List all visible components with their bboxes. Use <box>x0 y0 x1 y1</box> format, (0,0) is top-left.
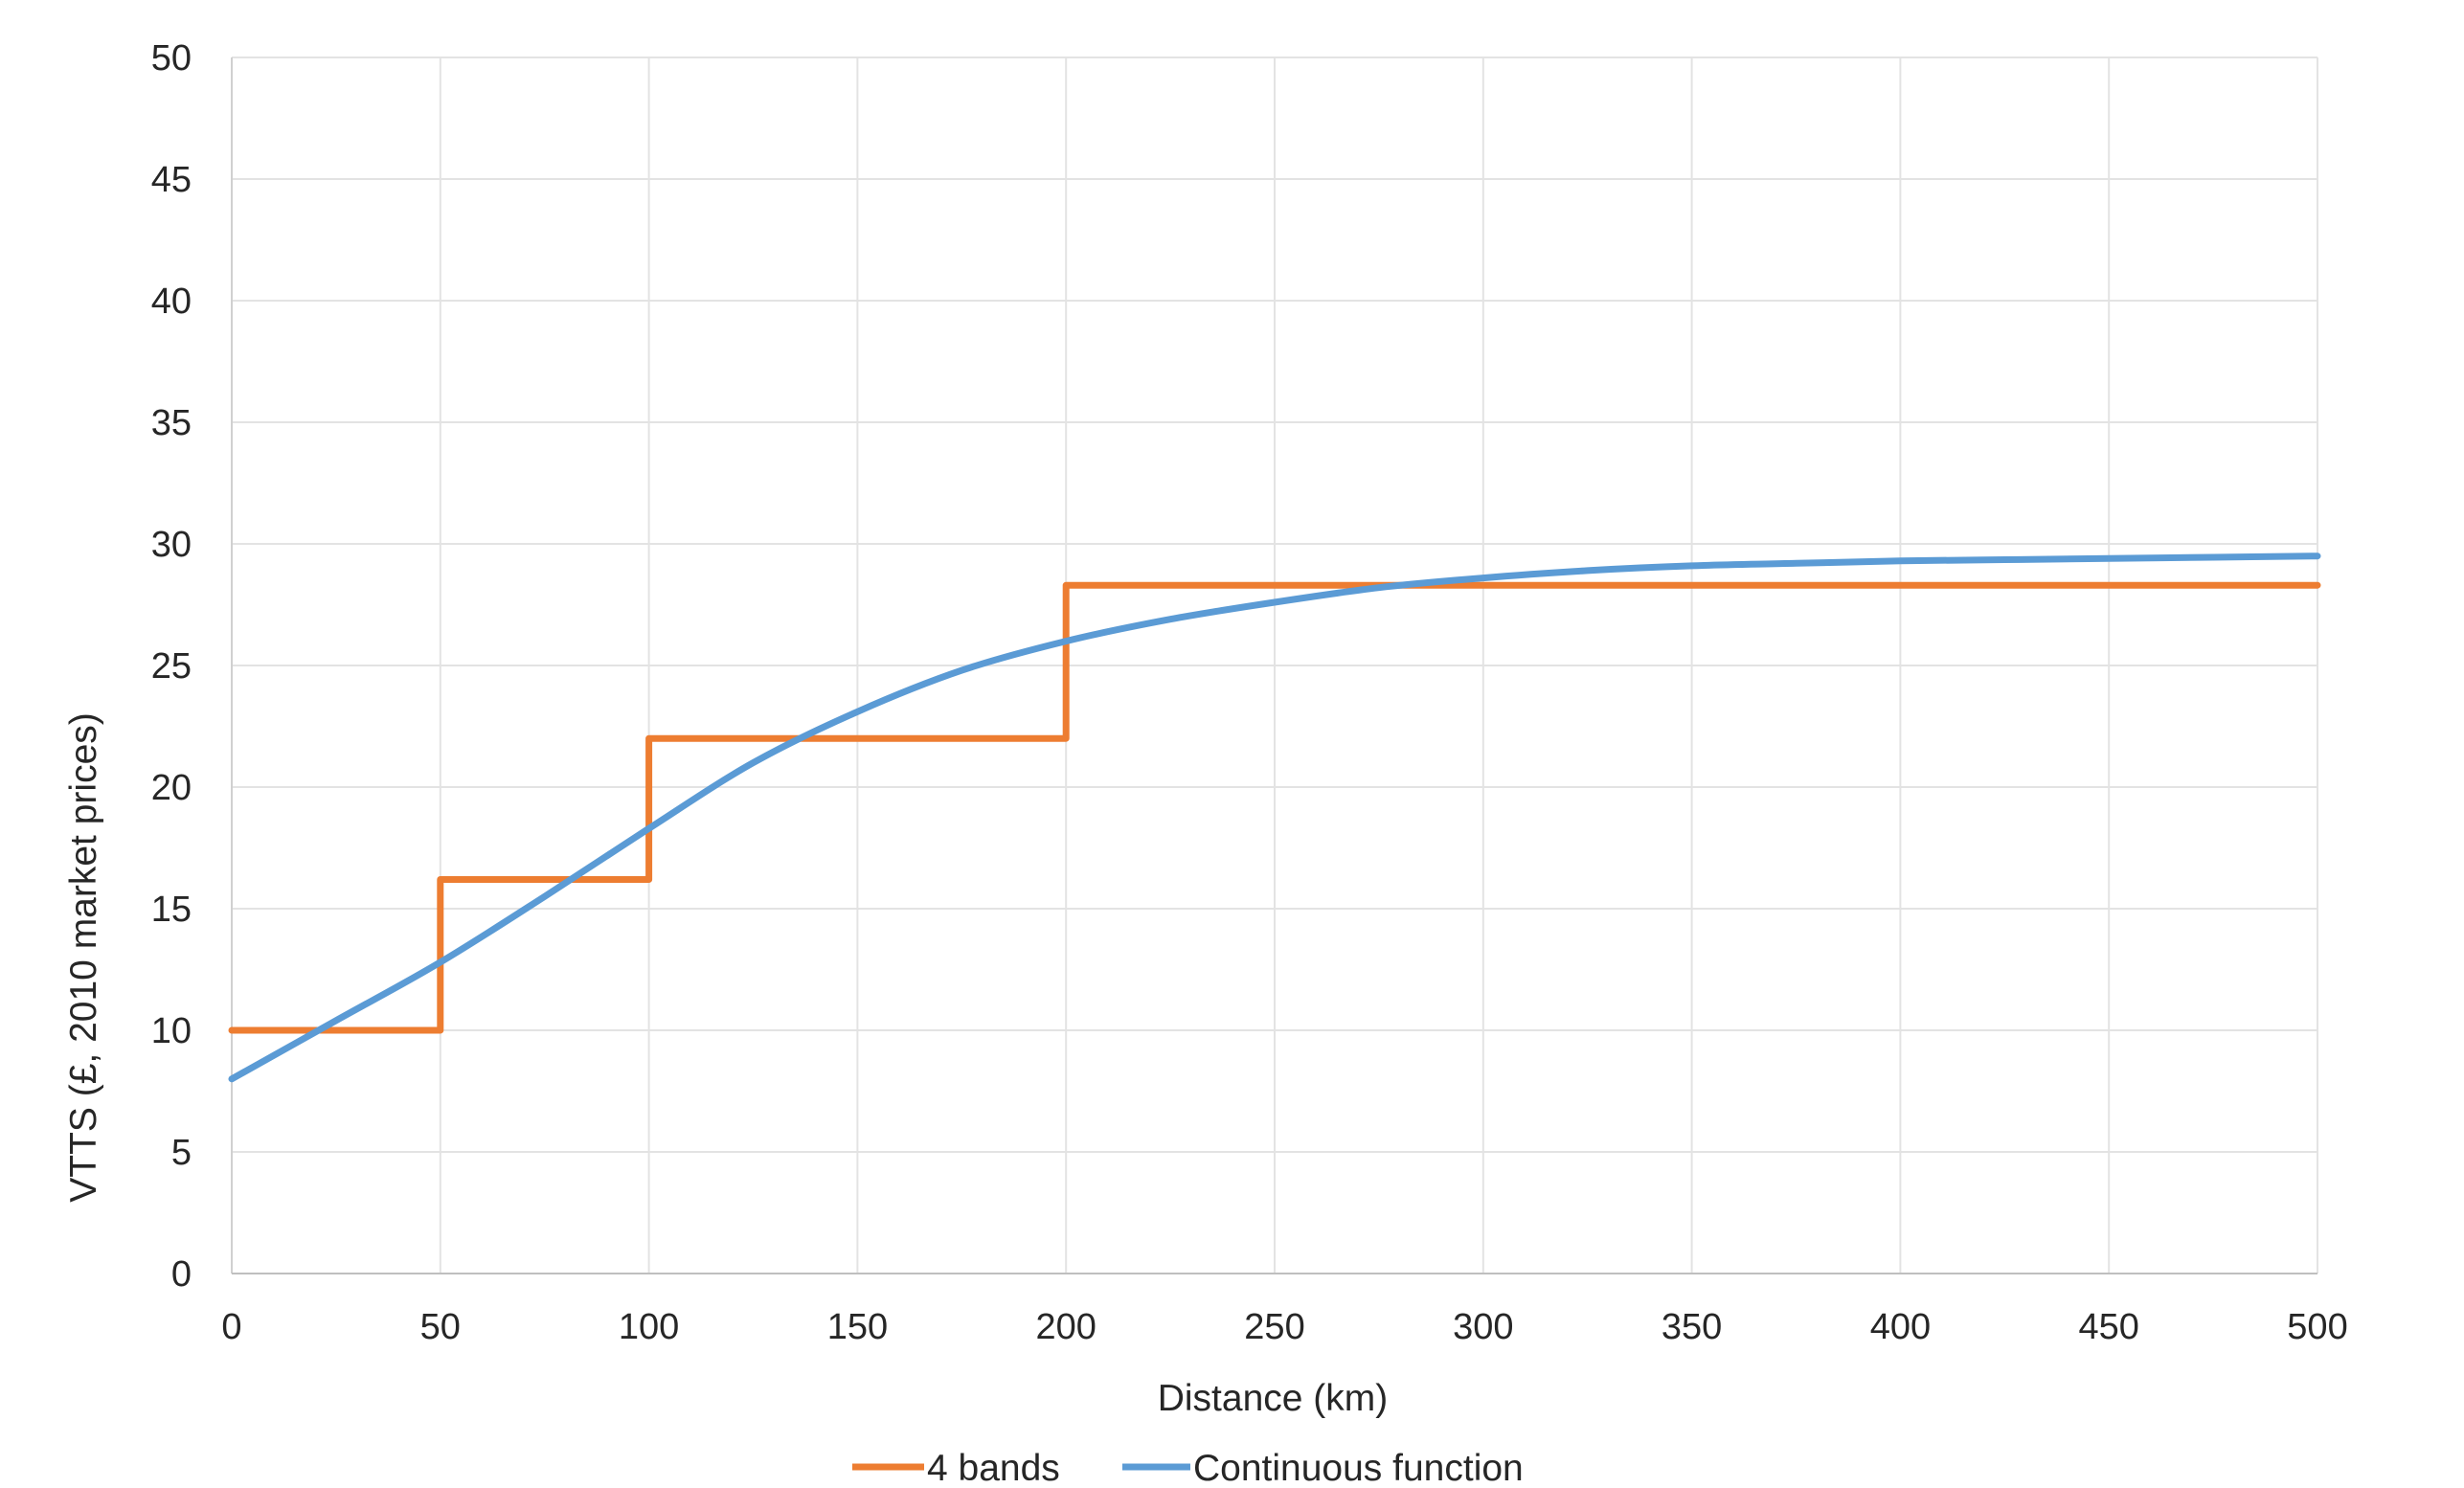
x-tick-label: 300 <box>1453 1307 1513 1347</box>
x-tick-label: 50 <box>420 1307 461 1347</box>
y-tick-label: 35 <box>151 403 192 443</box>
y-tick-label: 45 <box>151 160 192 200</box>
x-tick-label: 350 <box>1662 1307 1722 1347</box>
y-tick-label: 20 <box>151 768 192 808</box>
legend-label-4-bands: 4 bands <box>927 1448 1060 1488</box>
y-tick-label: 0 <box>171 1254 192 1295</box>
series-line-continuous-function <box>228 552 2321 1083</box>
y-tick-label: 10 <box>151 1011 192 1051</box>
y-tick-label: 40 <box>151 282 192 322</box>
x-tick-label: 450 <box>2078 1307 2138 1347</box>
x-tick-label: 150 <box>827 1307 888 1347</box>
y-tick-label: 30 <box>151 525 192 565</box>
legend: 4 bands Continuous function <box>852 1448 1524 1488</box>
x-axis-title: Distance (km) <box>1158 1378 1389 1419</box>
x-tick-label: 400 <box>1870 1307 1931 1347</box>
y-tick-label: 50 <box>151 38 192 79</box>
y-axis-title: VTTS (£, 2010 market prices) <box>63 712 104 1203</box>
y-tick-label: 25 <box>151 646 192 687</box>
x-tick-label: 250 <box>1244 1307 1304 1347</box>
x-tick-label: 0 <box>221 1307 241 1347</box>
x-tick-label: 100 <box>619 1307 679 1347</box>
series-lines <box>228 552 2321 1083</box>
legend-label-continuous-function: Continuous function <box>1193 1448 1524 1488</box>
y-tick-label: 5 <box>171 1133 192 1173</box>
axes <box>231 57 2317 1274</box>
x-tick-label: 200 <box>1035 1307 1096 1347</box>
y-tick-label: 15 <box>151 890 192 930</box>
x-tick-label: 500 <box>2287 1307 2347 1347</box>
series-line-4-bands <box>228 581 2321 1034</box>
